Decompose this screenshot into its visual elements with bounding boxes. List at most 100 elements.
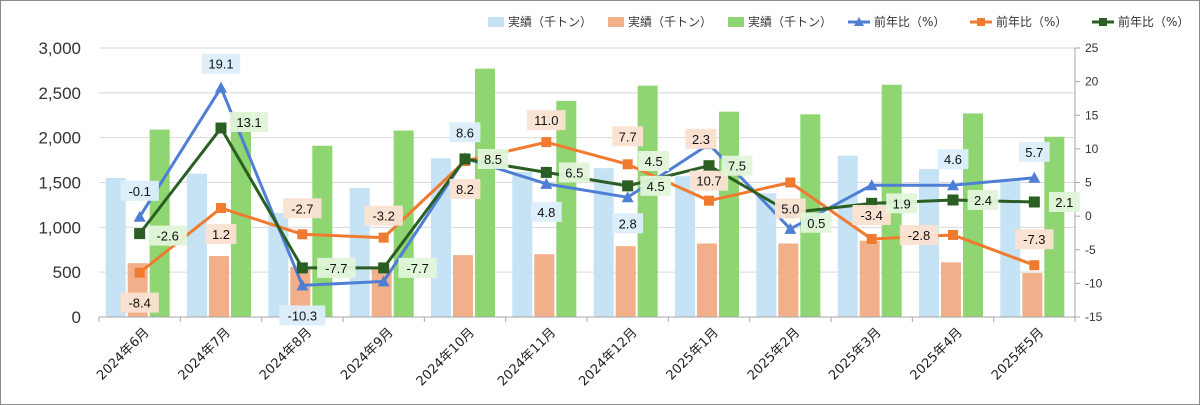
data-label-box — [449, 122, 481, 143]
y-right-tick-label: -15 — [1085, 310, 1103, 324]
line-series-1-point — [296, 279, 309, 291]
data-label-box — [774, 198, 806, 219]
line-series-2 — [138, 140, 1035, 274]
data-label-box — [1048, 192, 1080, 213]
bar-series-1-bar — [512, 171, 533, 317]
data-label-box — [364, 205, 403, 226]
y-right-tick-label: -10 — [1085, 276, 1103, 290]
bar-series-2-bar — [778, 243, 799, 317]
bar-series-1-bar — [105, 178, 126, 317]
x-tick-label: 2025年3月 — [826, 325, 884, 383]
y-right-tick-label: -5 — [1085, 243, 1096, 257]
line-series-2-point — [948, 229, 958, 240]
data-label-box — [398, 257, 437, 278]
data-label: 1.2 — [212, 227, 230, 242]
bar-series-1-bar — [187, 173, 207, 317]
y-left-tick-label: 2,500 — [38, 84, 81, 103]
data-label: -3.4 — [860, 208, 882, 223]
line-series-3-point — [215, 122, 227, 134]
data-label-box — [886, 193, 918, 214]
line-series-3-point — [459, 153, 471, 165]
x-tick-label: 2024年9月 — [338, 325, 396, 383]
y-right-tick-label: 5 — [1085, 176, 1092, 190]
data-label: -7.7 — [406, 261, 428, 276]
y-right-tick-label: 20 — [1085, 75, 1099, 89]
data-label: -2.7 — [291, 201, 313, 216]
legend-label: 前年比（%） — [874, 14, 945, 29]
x-tick-label: 2024年11月 — [495, 325, 559, 389]
x-tick-label: 2025年1月 — [664, 325, 722, 383]
data-label: -7.7 — [325, 261, 347, 276]
data-label-box — [685, 128, 717, 149]
legend-marker — [854, 17, 864, 26]
legend-label: 実績（千トン） — [748, 14, 832, 29]
data-label: 4.6 — [944, 152, 962, 167]
line-series-3-point — [1028, 196, 1040, 208]
y-right-tick-label: 10 — [1085, 142, 1099, 156]
y-left-tick-label: 1,000 — [38, 218, 81, 237]
data-label: 5.0 — [781, 202, 799, 217]
y-right-tick-label: 25 — [1085, 41, 1099, 55]
data-label-box — [612, 213, 644, 234]
bar-series-3-bar — [149, 129, 170, 317]
data-label: -2.6 — [156, 229, 178, 244]
data-label: 6.5 — [565, 165, 583, 180]
data-label-box — [229, 112, 269, 133]
line-series-2-point — [378, 232, 389, 243]
data-label-box — [201, 53, 241, 74]
legend-swatch — [608, 17, 624, 27]
data-label: 4.5 — [645, 154, 663, 169]
data-label: 13.1 — [236, 115, 261, 130]
line-series-3-point — [296, 262, 308, 274]
data-label: 0.5 — [807, 216, 825, 231]
y-left-tick-label: 3,000 — [38, 39, 81, 58]
y-right-tick-label: 0 — [1085, 209, 1092, 223]
legend-label: 前年比（%） — [996, 14, 1067, 29]
data-label: 10.7 — [696, 174, 721, 189]
line-series-1-point — [215, 81, 227, 93]
data-label: -7.3 — [1023, 232, 1045, 247]
gridlines — [99, 47, 1075, 318]
bar-series-2-bar — [209, 256, 229, 317]
data-label-box — [317, 257, 356, 278]
line-series-2-point — [297, 229, 308, 240]
data-label: 2.4 — [974, 193, 992, 208]
x-tick-label: 2025年4月 — [908, 325, 966, 383]
line-series-1-point — [784, 222, 797, 234]
bar-series-3-bar — [1044, 136, 1065, 317]
bar-series-2-bar — [534, 254, 555, 317]
data-label: 5.7 — [1025, 145, 1043, 160]
y-left-tick-label: 0 — [72, 308, 81, 327]
x-tick-label: 2025年5月 — [989, 325, 1047, 383]
data-label-box — [279, 305, 326, 326]
bar-series-2-bar — [859, 240, 880, 317]
data-label-box — [689, 170, 729, 191]
y-right-tick-label: 15 — [1085, 108, 1099, 122]
bar-series-2-bar — [615, 246, 636, 317]
data-label-box — [937, 149, 969, 170]
bar-series-group — [105, 68, 1065, 317]
line-series-3-point — [947, 194, 959, 206]
data-label-box — [800, 212, 832, 233]
line-series-1-point — [377, 275, 390, 287]
data-label: 4.8 — [537, 205, 555, 220]
line-series-1 — [138, 86, 1035, 287]
data-label: 2.1 — [1055, 195, 1073, 210]
data-label-box — [638, 150, 670, 171]
bar-series-3-bar — [312, 145, 333, 317]
bar-series-3-bar — [637, 85, 658, 317]
bar-series-3-bar — [719, 111, 739, 317]
bar-series-1-bar — [675, 176, 695, 317]
legend-swatch — [488, 17, 504, 27]
y-left-tick-label: 1,500 — [38, 174, 81, 193]
data-label-box — [852, 204, 891, 225]
data-label: 19.1 — [208, 57, 233, 72]
data-label-box — [205, 224, 237, 245]
line-series-2-point — [1029, 260, 1040, 271]
data-label-box — [612, 126, 644, 147]
line-series-3-point — [134, 228, 146, 240]
data-label-box — [558, 162, 590, 183]
data-label: 8.2 — [456, 182, 474, 197]
bar-series-2-bar — [453, 255, 473, 317]
data-label-box — [640, 175, 672, 196]
